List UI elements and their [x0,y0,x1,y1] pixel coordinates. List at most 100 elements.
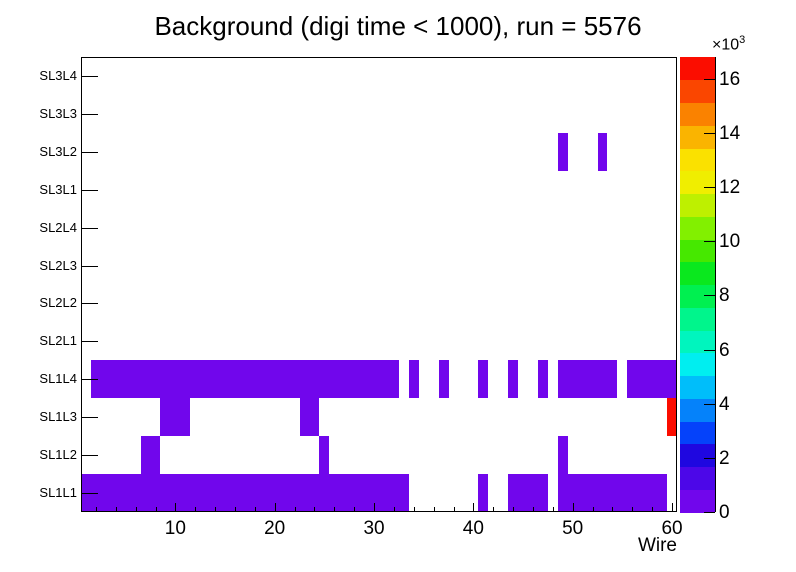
z-tick [704,241,715,243]
palette-band [680,102,715,126]
x-minor-tick [135,507,137,512]
heatmap-cell [557,436,568,475]
z-tick-label: 16 [719,68,741,90]
z-tick [704,403,715,405]
x-tick-label: 60 [661,518,683,539]
palette-band [680,375,715,399]
x-minor-tick [453,507,455,512]
x-minor-tick [155,507,157,512]
palette-scale-label: ×103 [712,34,745,54]
x-minor-tick [115,507,117,512]
y-axis-label: SL1L3 [39,409,77,425]
y-tick [81,379,98,381]
y-axis-label: SL3L1 [39,181,77,197]
y-axis-label: SL1L1 [39,485,77,501]
heatmap-cell [478,360,489,399]
x-major-tick [274,503,276,512]
heatmap-cell [140,436,161,475]
x-minor-tick [314,507,316,512]
palette-band [680,330,715,354]
x-minor-tick [354,507,356,512]
heatmap-cell [557,360,618,399]
x-tick-label: 10 [164,518,186,539]
y-tick [81,189,98,191]
palette-band [680,216,715,240]
x-tick-label: 30 [363,518,385,539]
heatmap-cell [627,360,677,399]
y-axis-label: SL2L3 [39,257,77,273]
y-axis-label: SL2L2 [39,295,77,311]
scale-exponent: 3 [739,34,746,46]
x-minor-tick [215,507,217,512]
z-tick [704,349,715,351]
y-tick [81,75,98,77]
heatmap-cell [597,132,608,171]
x-minor-tick [493,507,495,512]
palette-band [680,352,715,376]
color-palette-bar [680,57,716,513]
y-axis-label: SL3L3 [39,105,77,121]
z-tick [704,295,715,297]
y-axis-label: SL3L2 [39,143,77,159]
y-axis-label: SL2L1 [39,333,77,349]
z-tick [704,512,715,513]
palette-band [680,79,715,103]
z-tick [704,78,715,80]
z-tick-label: 8 [719,285,730,307]
y-axis-label: SL3L4 [39,67,77,83]
heatmap-cell [557,474,668,512]
palette-band [680,148,715,172]
x-major-tick [572,503,574,512]
y-tick [81,341,98,343]
chart-title: Background (digi time < 1000), run = 557… [154,11,642,41]
x-minor-tick [592,507,594,512]
x-minor-tick [532,507,534,512]
heatmap-cell [90,360,399,399]
palette-band [680,170,715,194]
palette-band [680,239,715,263]
y-tick [81,227,98,229]
y-axis-label: SL2L4 [39,219,77,235]
z-tick-label: 12 [719,177,741,198]
x-minor-tick [95,507,97,512]
x-minor-tick [513,507,515,512]
z-tick [704,187,715,188]
palette-band [680,443,715,467]
palette-band [680,284,715,308]
y-tick [81,113,98,115]
heatmap-cell [478,474,489,512]
heatmap-cell [408,360,419,399]
z-tick-label: 2 [719,447,730,469]
x-minor-tick [413,507,415,512]
x-minor-tick [195,507,197,512]
x-tick-label: 50 [562,518,584,539]
y-tick [81,265,98,267]
palette-band [680,125,715,149]
palette-band [680,57,715,81]
heatmap-cell [438,360,449,399]
palette-band [680,466,715,490]
x-minor-tick [632,507,634,512]
z-tick [704,132,715,134]
y-tick [81,455,98,457]
palette-band [680,193,715,217]
x-tick-label: 40 [462,518,484,539]
scale-mantissa: ×10 [712,36,740,54]
x-tick-label: 20 [264,518,286,539]
y-axis-label: SL1L2 [39,447,77,463]
z-tick [704,457,715,459]
heatmap-cell [667,398,677,437]
y-tick [81,151,98,153]
heatmap-cell [557,132,568,171]
palette-band [680,398,715,422]
x-minor-tick [552,507,554,512]
y-tick [81,417,98,419]
heatmap-cell [299,398,320,437]
palette-band [680,421,715,445]
plot-frame [81,57,677,512]
palette-band [680,489,715,513]
y-axis-label: SL1L4 [39,371,77,387]
x-minor-tick [393,507,395,512]
heatmap-cell [160,398,191,437]
